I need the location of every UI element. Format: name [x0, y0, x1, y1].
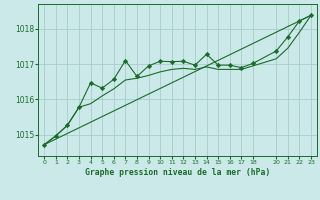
X-axis label: Graphe pression niveau de la mer (hPa): Graphe pression niveau de la mer (hPa)	[85, 168, 270, 177]
